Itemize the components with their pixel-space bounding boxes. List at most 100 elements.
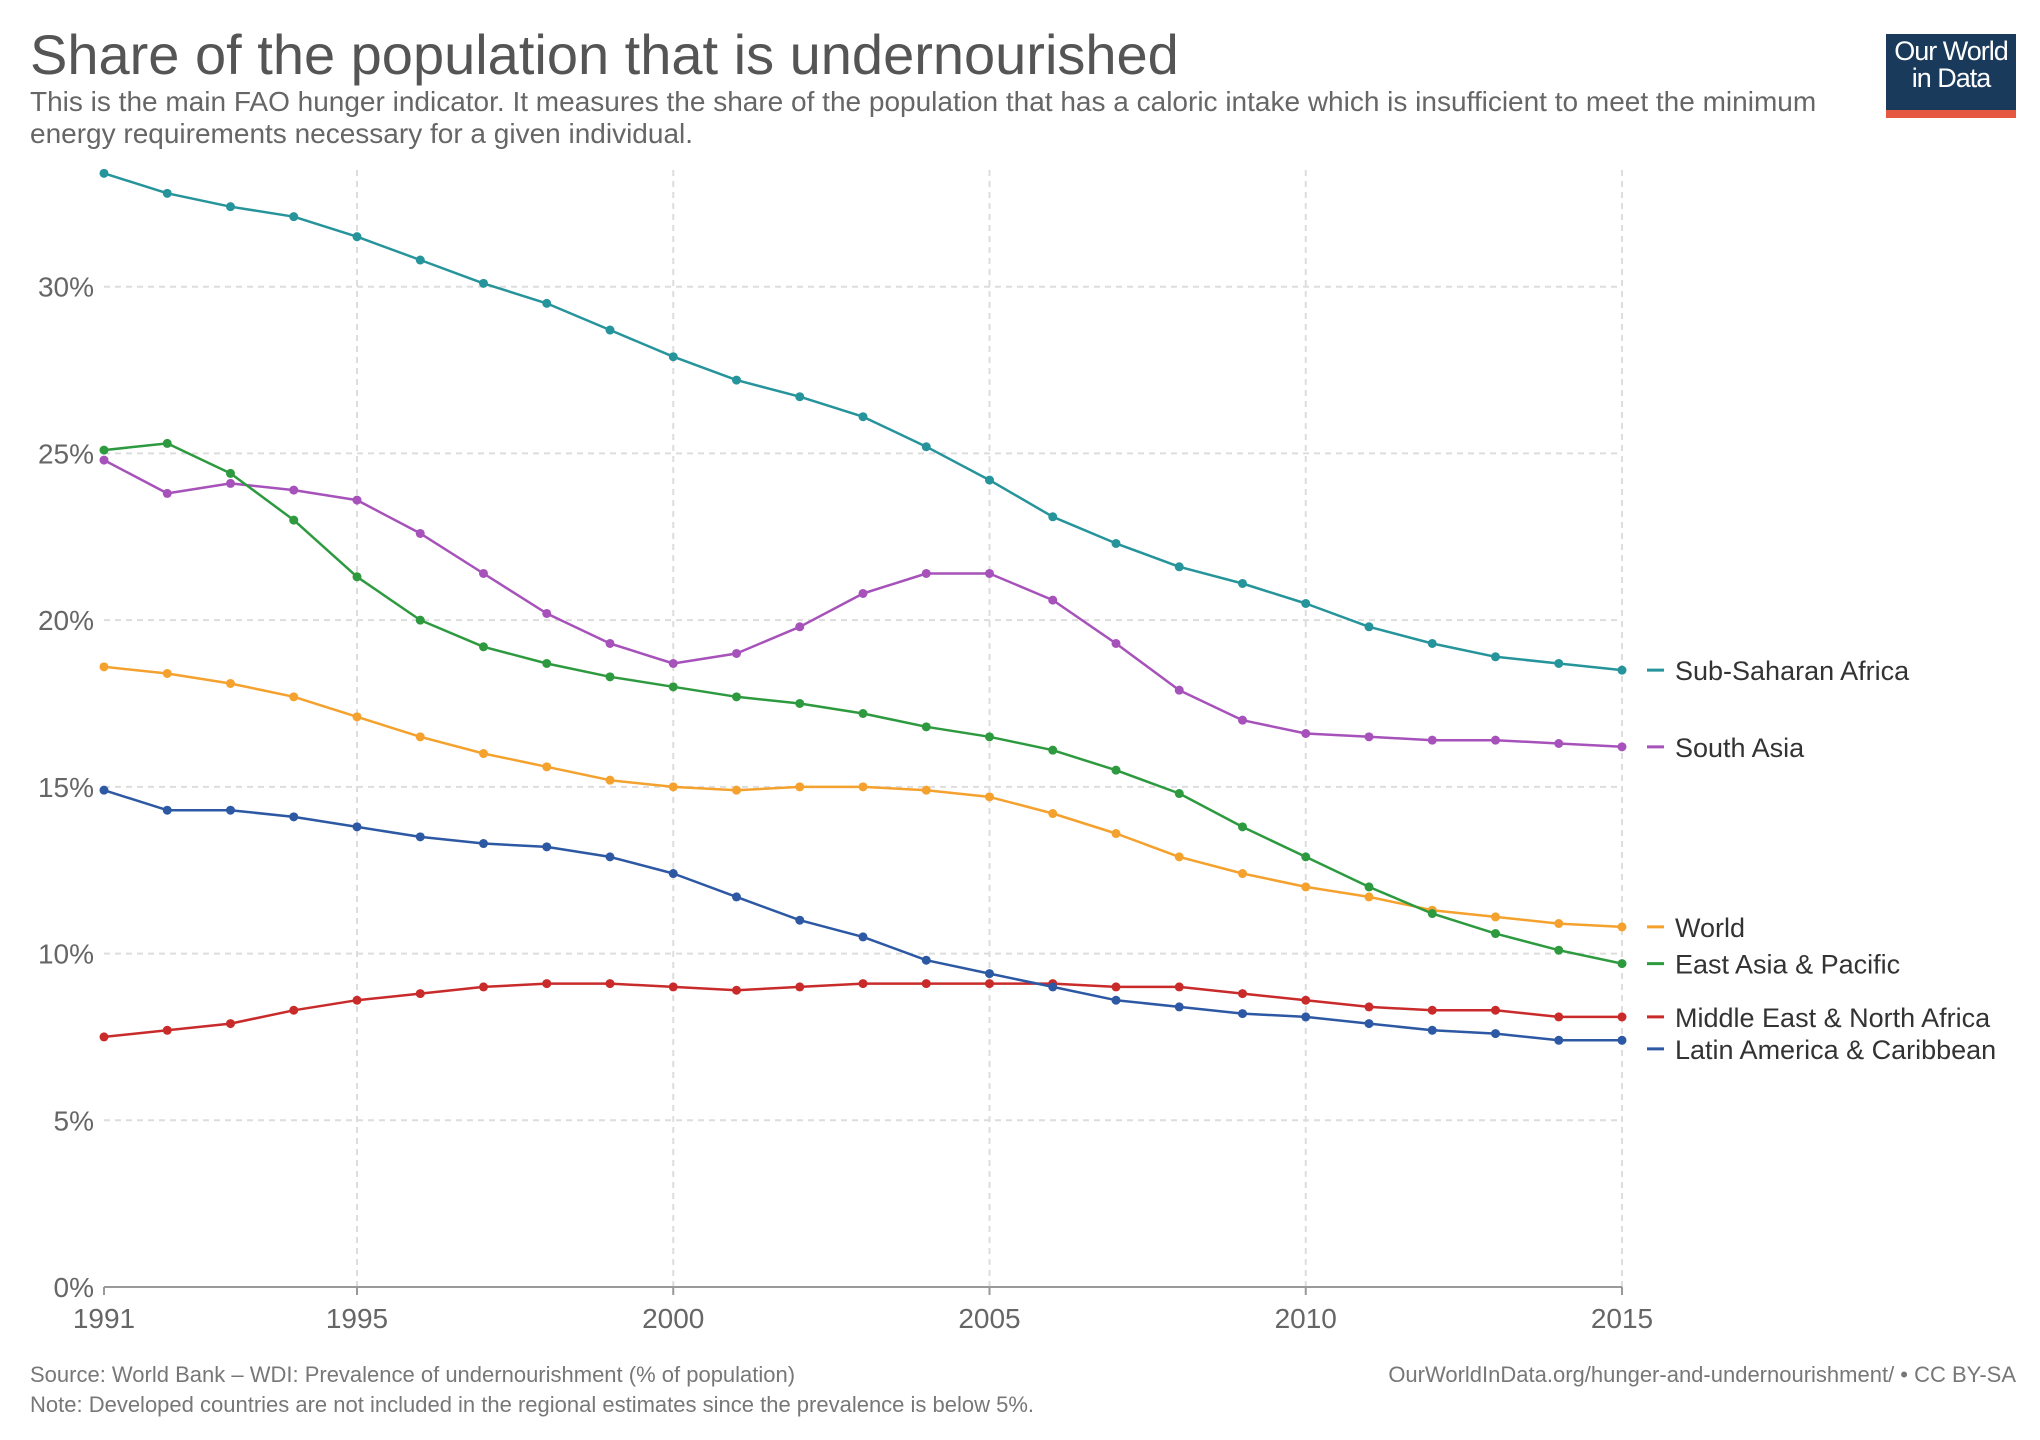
data-point-world xyxy=(1301,882,1311,892)
data-point-sub-saharan-africa xyxy=(1238,578,1247,588)
data-point-latin-america-caribbean xyxy=(795,915,805,925)
data-point-world xyxy=(415,732,425,742)
data-point-latin-america-caribbean xyxy=(415,832,425,842)
data-point-south-asia xyxy=(99,455,109,465)
data-point-east-asia-pacific xyxy=(289,515,299,525)
data-point-south-asia xyxy=(732,648,741,658)
data-point-latin-america-caribbean xyxy=(921,955,931,965)
data-point-south-asia xyxy=(858,588,868,598)
data-point-sub-saharan-africa xyxy=(352,232,362,242)
data-point-latin-america-caribbean xyxy=(162,805,172,815)
data-point-east-asia-pacific xyxy=(985,732,994,742)
data-point-south-asia xyxy=(162,488,172,498)
data-point-middle-east-north-africa xyxy=(1301,995,1311,1005)
series-line-latin-america-caribbean xyxy=(103,789,1622,1042)
data-point-south-asia xyxy=(795,622,805,632)
data-point-sub-saharan-africa xyxy=(99,168,109,178)
logo-text-line1: Our World xyxy=(1894,36,2009,66)
data-point-latin-america-caribbean xyxy=(858,932,868,942)
data-point-sub-saharan-africa xyxy=(1617,665,1627,675)
data-point-east-asia-pacific xyxy=(605,672,615,682)
data-point-east-asia-pacific xyxy=(352,572,362,582)
data-point-world xyxy=(479,749,488,759)
data-point-south-asia xyxy=(1174,685,1184,695)
owid-logo[interactable]: Our World in Data xyxy=(1886,34,2016,118)
data-point-latin-america-caribbean xyxy=(1301,1012,1311,1022)
data-point-sub-saharan-africa xyxy=(162,188,172,198)
data-point-world xyxy=(858,782,868,792)
data-point-middle-east-north-africa xyxy=(352,995,362,1005)
chart-subtitle: This is the main FAO hunger indicator. I… xyxy=(30,86,1817,149)
data-point-south-asia xyxy=(985,568,994,578)
data-point-east-asia-pacific xyxy=(1554,945,1564,955)
series-label-east-asia-pacific: East Asia & Pacific xyxy=(1675,950,1900,980)
data-point-world xyxy=(162,668,172,678)
logo-accent-bar xyxy=(1886,110,2016,118)
data-point-middle-east-north-africa xyxy=(1427,1005,1437,1015)
data-point-east-asia-pacific xyxy=(1617,959,1627,969)
data-point-latin-america-caribbean xyxy=(1491,1029,1500,1039)
data-point-latin-america-caribbean xyxy=(1364,1019,1374,1029)
data-point-sub-saharan-africa xyxy=(1491,652,1500,662)
data-point-latin-america-caribbean xyxy=(985,969,994,979)
y-tick-label: 25% xyxy=(38,438,94,469)
data-point-world xyxy=(1554,919,1564,929)
y-tick-label: 10% xyxy=(38,939,94,970)
footnote: Note: Developed countries are not includ… xyxy=(30,1392,1035,1417)
data-point-middle-east-north-africa xyxy=(162,1025,172,1035)
data-point-middle-east-north-africa xyxy=(921,979,931,989)
y-tick-label: 0% xyxy=(54,1272,94,1303)
data-point-east-asia-pacific xyxy=(1111,765,1121,775)
source-note: Source: World Bank – WDI: Prevalence of … xyxy=(30,1362,796,1387)
data-point-south-asia xyxy=(921,568,931,578)
data-point-latin-america-caribbean xyxy=(1048,982,1058,992)
series-label-sub-saharan-africa: Sub-Saharan Africa xyxy=(1675,656,1910,686)
data-point-south-asia xyxy=(1301,729,1311,739)
data-point-east-asia-pacific xyxy=(732,692,741,702)
data-point-world xyxy=(1364,892,1374,902)
x-tick-label: 1991 xyxy=(73,1303,135,1334)
series-label-latin-america-caribbean: Latin America & Caribbean xyxy=(1675,1035,1996,1065)
data-point-sub-saharan-africa xyxy=(985,475,994,485)
data-point-south-asia xyxy=(479,568,488,578)
y-tick-label: 15% xyxy=(38,772,94,803)
data-point-world xyxy=(352,712,362,722)
data-point-world xyxy=(1617,922,1627,932)
data-point-south-asia xyxy=(1554,739,1564,749)
data-point-sub-saharan-africa xyxy=(415,255,425,265)
data-point-middle-east-north-africa xyxy=(1238,989,1247,999)
data-point-middle-east-north-africa xyxy=(1174,982,1184,992)
series-line-middle-east-north-africa xyxy=(103,982,1622,1039)
data-point-east-asia-pacific xyxy=(795,698,805,708)
data-point-south-asia xyxy=(605,638,615,648)
data-point-east-asia-pacific xyxy=(226,468,235,478)
data-point-sub-saharan-africa xyxy=(732,375,741,385)
y-tick-label: 30% xyxy=(38,272,94,303)
data-point-middle-east-north-africa xyxy=(1617,1012,1627,1022)
data-point-latin-america-caribbean xyxy=(1238,1009,1247,1019)
series-label-world: World xyxy=(1675,913,1745,943)
data-point-east-asia-pacific xyxy=(1364,882,1374,892)
data-point-world xyxy=(1048,809,1058,819)
chart-title: Share of the population that is undernou… xyxy=(30,23,1179,86)
series-line-south-asia xyxy=(103,458,1623,749)
data-point-east-asia-pacific xyxy=(1238,822,1247,832)
data-point-south-asia xyxy=(289,485,299,495)
data-point-sub-saharan-africa xyxy=(542,298,552,308)
x-tick-label: 2010 xyxy=(1275,1303,1337,1334)
x-tick-label: 1995 xyxy=(326,1303,388,1334)
credit-link[interactable]: OurWorldInData.org/hunger-and-undernouri… xyxy=(1388,1362,2016,1387)
data-point-south-asia xyxy=(1111,638,1121,648)
data-point-east-asia-pacific xyxy=(1427,909,1437,919)
data-point-world xyxy=(99,662,109,672)
data-point-middle-east-north-africa xyxy=(226,1019,235,1029)
data-point-middle-east-north-africa xyxy=(1111,982,1121,992)
data-point-latin-america-caribbean xyxy=(226,805,235,815)
y-tick-label: 20% xyxy=(38,605,94,636)
data-point-sub-saharan-africa xyxy=(1301,598,1311,608)
data-point-east-asia-pacific xyxy=(1174,789,1184,799)
data-point-east-asia-pacific xyxy=(162,438,172,448)
data-point-south-asia xyxy=(1491,735,1500,745)
x-tick-label: 2000 xyxy=(642,1303,704,1334)
data-point-east-asia-pacific xyxy=(1491,929,1500,939)
